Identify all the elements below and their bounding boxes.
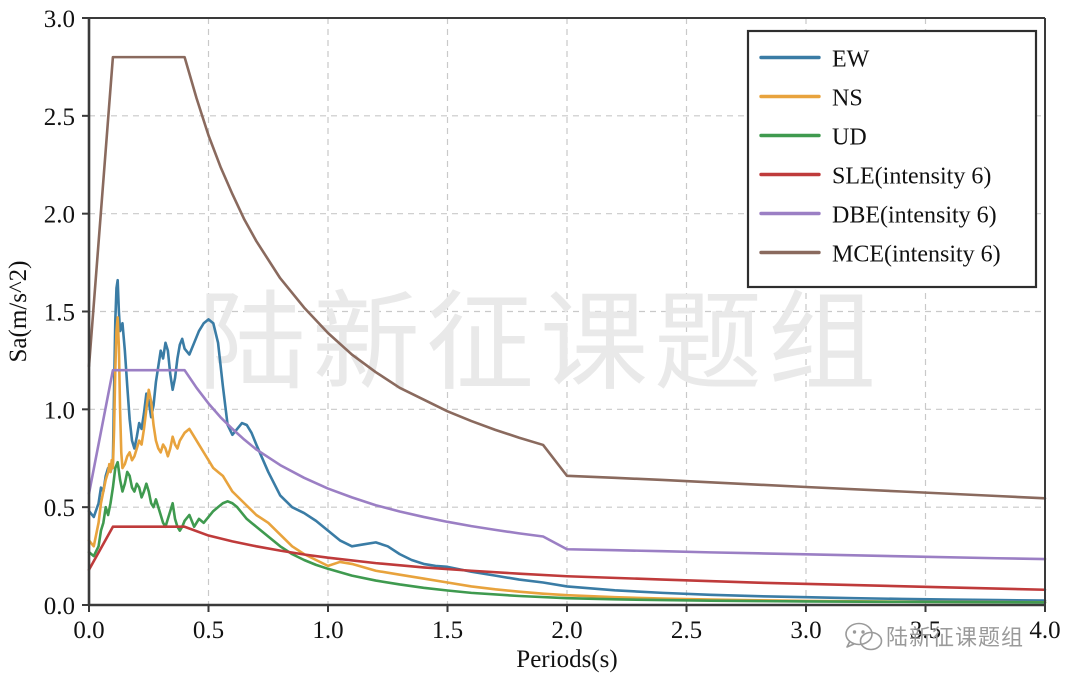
legend-label-ew[interactable]: EW [832, 47, 870, 73]
footer-watermark-text: 陆新征课题组 [886, 626, 1024, 651]
center-watermark-text: 陆新征课题组 [198, 281, 882, 406]
chart-legend[interactable]: EW NS UD SLE(intensity 6) DBE(intensity 6) MC… [746, 29, 1038, 289]
x-axis-title: Periods(s) [516, 646, 617, 673]
x-tick-label: 1.0 [312, 617, 343, 644]
legend-label-mce-intensity-6-[interactable]: MCE(intensity 6) [832, 242, 1001, 268]
x-tick-label: 3.5 [910, 617, 941, 644]
wechat-icon [845, 622, 883, 651]
y-tick-label: 1.5 [44, 300, 75, 327]
y-tick-label: 2.5 [44, 104, 75, 131]
series-line-ud [87, 460, 1047, 604]
x-tick-label: 1.5 [432, 617, 463, 644]
legend-label-dbe-intensity-6-[interactable]: DBE(intensity 6) [832, 203, 997, 229]
series-line-ns [87, 316, 1047, 604]
tick-labels-layer: 0.0 0.5 1.0 1.5 2.0 2.5 3.0 3.5 4.0 0.0 0.5 1.0 1.5 2… [44, 6, 1061, 644]
y-tick-label: 3.0 [44, 6, 75, 33]
y-tick-label: 0.0 [44, 593, 75, 620]
y-axis-title: Sa(m/s^2) [5, 260, 32, 362]
legend-label-ns[interactable]: NS [832, 86, 863, 112]
legend-label-ud[interactable]: UD [832, 125, 867, 151]
data-series-layer [87, 55, 1047, 604]
footer-watermark: 陆新征课题组 [845, 622, 1024, 651]
x-tick-label: 4.0 [1029, 617, 1060, 644]
axes-layer [82, 17, 1046, 612]
y-tick-label: 1.0 [44, 397, 75, 424]
legend-box [746, 29, 1038, 289]
y-tick-label: 2.0 [44, 202, 75, 229]
series-line-dbe-intensity-6- [87, 368, 1047, 561]
x-tick-label: 2.5 [671, 617, 702, 644]
x-tick-label: 0.0 [73, 617, 104, 644]
x-tick-label: 0.5 [193, 617, 224, 644]
x-tick-label: 3.0 [790, 617, 821, 644]
series-line-mce-intensity-6- [87, 55, 1047, 500]
y-tick-label: 0.5 [44, 495, 75, 522]
axis-titles-layer: Periods(s) Sa(m/s^2) [5, 260, 618, 673]
series-line-sle-intensity-6- [87, 525, 1047, 592]
legend-label-sle-intensity-6-[interactable]: SLE(intensity 6) [832, 164, 991, 190]
x-tick-label: 2.0 [551, 617, 582, 644]
center-watermark: 陆新征课题组 [198, 281, 882, 406]
